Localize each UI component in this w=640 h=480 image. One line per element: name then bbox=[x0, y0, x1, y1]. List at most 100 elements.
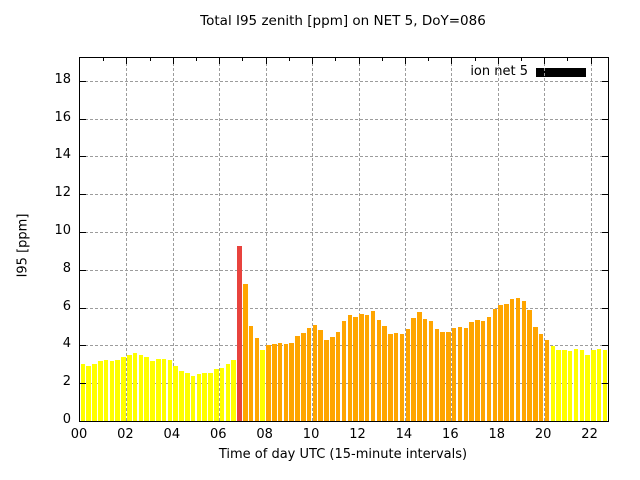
legend-swatch-icon bbox=[536, 68, 586, 77]
y-axis-label: I95 [ppm] bbox=[15, 213, 31, 278]
x-tick-label: 10 bbox=[302, 427, 320, 442]
x-axis-label: Time of day UTC (15-minute intervals) bbox=[218, 447, 468, 462]
bar-13:15 bbox=[388, 334, 393, 421]
y-tick-mark bbox=[602, 156, 608, 158]
y-tick-mark bbox=[602, 118, 608, 120]
bar-15:00 bbox=[428, 320, 434, 421]
x-tick-mark bbox=[544, 58, 546, 64]
y-tick-label: 10 bbox=[54, 222, 71, 238]
x-tick-label: 22 bbox=[581, 427, 598, 442]
bar-05:00 bbox=[196, 373, 202, 421]
bar-09:15 bbox=[295, 335, 300, 421]
bar-19:30 bbox=[533, 327, 538, 421]
x-gridline bbox=[126, 58, 128, 421]
x-tick-mark bbox=[312, 58, 314, 64]
bar-01:30 bbox=[115, 359, 120, 421]
x-gridline bbox=[497, 58, 499, 421]
x-tick-mark bbox=[497, 58, 499, 64]
x-gridline bbox=[172, 58, 174, 421]
x-gridline bbox=[451, 58, 453, 421]
bar-19:15 bbox=[527, 310, 532, 421]
bar-04:00 bbox=[173, 366, 178, 421]
plot-area: ion net 5 bbox=[79, 57, 609, 422]
y-gridline bbox=[80, 194, 608, 196]
bar-01:15 bbox=[109, 361, 115, 421]
x-tick-mark bbox=[358, 58, 360, 64]
bar-12:45 bbox=[376, 319, 381, 421]
bar-04:15 bbox=[179, 370, 184, 421]
bar-05:45 bbox=[214, 369, 219, 421]
y-tick-mark bbox=[602, 269, 608, 271]
y-tick-label: 6 bbox=[62, 298, 71, 314]
y-gridline bbox=[80, 118, 608, 120]
bar-03:45 bbox=[167, 359, 173, 421]
x-tick-label: 18 bbox=[488, 427, 506, 442]
bar-17:15 bbox=[480, 320, 486, 421]
bar-12:00 bbox=[359, 314, 364, 421]
bar-14:30 bbox=[417, 312, 422, 421]
y-tick-label: 0 bbox=[62, 412, 71, 427]
y-tick-label: 2 bbox=[62, 374, 71, 390]
bar-12:15 bbox=[364, 315, 370, 421]
y-gridline bbox=[80, 269, 608, 271]
y-tick-label: 4 bbox=[62, 336, 71, 352]
bar-20:15 bbox=[550, 346, 556, 421]
y-tick-mark bbox=[602, 345, 608, 347]
x-minor-tick-mark bbox=[335, 58, 337, 61]
x-tick-mark bbox=[172, 58, 174, 64]
y-gridline bbox=[80, 307, 608, 309]
bar-16:15 bbox=[457, 327, 463, 421]
bar-14:00 bbox=[405, 329, 411, 421]
bar-10:45 bbox=[330, 336, 335, 421]
x-minor-tick-mark bbox=[196, 58, 198, 61]
bar-11:45 bbox=[353, 317, 358, 421]
bar-07:15 bbox=[248, 326, 254, 421]
x-tick-label: 08 bbox=[256, 427, 273, 442]
bar-21:00 bbox=[567, 351, 573, 421]
bar-10:00 bbox=[312, 324, 318, 421]
bar-16:00 bbox=[451, 328, 457, 421]
bar-01:00 bbox=[103, 359, 109, 421]
x-gridline bbox=[590, 58, 592, 421]
bar-17:30 bbox=[486, 317, 492, 421]
y-tick-label: 16 bbox=[54, 109, 71, 125]
bar-14:15 bbox=[411, 317, 416, 421]
bar-05:30 bbox=[208, 372, 213, 421]
bar-19:00 bbox=[521, 300, 527, 421]
x-tick-label: 00 bbox=[70, 427, 88, 442]
x-gridline bbox=[312, 58, 314, 421]
bar-20:45 bbox=[562, 350, 567, 421]
bar-04:45 bbox=[190, 375, 196, 421]
bar-06:45 bbox=[237, 246, 242, 421]
bar-11:15 bbox=[341, 320, 347, 421]
bar-09:30 bbox=[301, 333, 306, 421]
y-tick-mark bbox=[80, 194, 86, 196]
bar-18:00 bbox=[498, 304, 503, 421]
bar-00:45 bbox=[98, 360, 103, 421]
y-gridline bbox=[80, 80, 608, 82]
x-minor-tick-mark bbox=[567, 58, 569, 61]
bar-15:15 bbox=[434, 329, 440, 421]
y-tick-label: 18 bbox=[54, 71, 71, 87]
bar-22:15 bbox=[596, 349, 602, 421]
bar-07:45 bbox=[260, 350, 265, 421]
bar-03:30 bbox=[161, 358, 167, 421]
y-tick-mark bbox=[80, 307, 86, 309]
y-tick-mark bbox=[602, 194, 608, 196]
x-gridline bbox=[358, 58, 360, 421]
y-tick-mark bbox=[80, 231, 86, 233]
x-tick-mark bbox=[451, 58, 453, 64]
y-tick-mark bbox=[80, 345, 86, 347]
bar-02:00 bbox=[127, 354, 132, 421]
bar-00:30 bbox=[92, 364, 97, 421]
bar-02:15 bbox=[132, 352, 138, 421]
bar-18:15 bbox=[504, 303, 509, 421]
x-tick-label: 06 bbox=[209, 427, 227, 442]
bar-21:45 bbox=[585, 354, 590, 421]
x-tick-mark bbox=[590, 58, 592, 64]
y-tick-mark bbox=[80, 118, 86, 120]
x-tick-label: 20 bbox=[534, 427, 552, 442]
bar-08:00 bbox=[266, 345, 271, 421]
bar-16:45 bbox=[469, 321, 474, 421]
bar-00:00 bbox=[80, 364, 86, 421]
